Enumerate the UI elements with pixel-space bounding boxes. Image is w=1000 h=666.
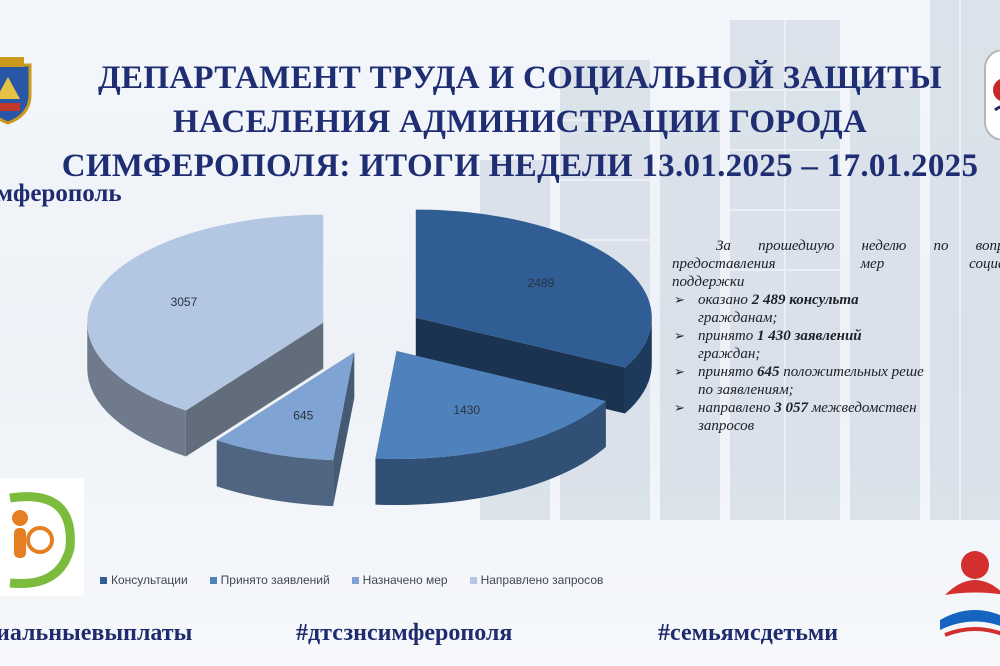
pie-slice-rim	[216, 440, 334, 507]
summary-item: ➢ оказано 2 489 консульта гражданам;	[672, 291, 1000, 327]
legend-label: Принято заявлений	[220, 573, 330, 587]
hashtag-department: #дтсзнсимферополя	[296, 620, 513, 646]
summary-item: ➢ принято 645 положительных реше по заяв…	[672, 363, 1000, 399]
pie-slice-top	[415, 209, 652, 368]
legend-swatch	[209, 576, 217, 584]
item-number: 645	[757, 364, 780, 380]
pie-slice-2: 645	[216, 352, 355, 507]
legend-label: Направлено запросов	[480, 573, 604, 587]
legend-item-applications: Принято заявлений	[209, 573, 330, 587]
hashtag-payments: иальныевыплаты	[0, 620, 193, 646]
title-line-1: ДЕПАРТАМЕНТ ТРУДА И СОЦИАЛЬНОЙ ЗАЩИТЫ	[98, 60, 942, 96]
family-logo-icon	[0, 478, 84, 596]
legend-item-measures: Назначено мер	[351, 573, 448, 587]
pie-data-label: 645	[293, 408, 313, 422]
item-text: оказано	[698, 292, 752, 308]
pie-data-label: 3057	[171, 295, 198, 309]
item-text: принято	[698, 364, 757, 380]
legend-item-requests: Направлено запросов	[469, 573, 604, 587]
pie-slice-1: 1430	[375, 351, 606, 506]
summary-item: ➢ принято 1 430 заявлений граждан;	[672, 327, 1000, 363]
item-text: гражданам;	[698, 310, 778, 326]
item-text: направлено	[698, 400, 775, 416]
item-number: 1 430	[757, 328, 791, 344]
hashtag-footer: иальныевыплаты #дтсзнсимферополя #семьям…	[0, 620, 1000, 656]
pie-slice-0: 2489	[415, 209, 652, 414]
item-text: принято	[698, 328, 757, 344]
arrow-bullet-icon: ➢	[674, 364, 685, 379]
legend-swatch	[351, 576, 359, 584]
coat-of-arms-icon	[0, 57, 32, 125]
department-emblem-icon	[984, 50, 1000, 140]
item-text: запросов	[698, 418, 755, 434]
item-text: положительных реше	[779, 364, 924, 380]
pie-slice-rim	[375, 401, 606, 506]
legend-swatch	[100, 576, 107, 584]
arrow-bullet-icon: ➢	[674, 292, 685, 307]
city-label: мферополь	[0, 180, 122, 207]
chart-legend: Консультации Принято заявлений Назначено…	[100, 573, 603, 587]
legend-label: Консультации	[111, 573, 188, 587]
item-text: по заявлениям;	[698, 382, 794, 398]
arrow-bullet-icon: ➢	[674, 400, 685, 415]
legend-swatch	[469, 576, 477, 584]
pie-slice-rim	[624, 317, 652, 414]
item-text: заявлений	[790, 328, 862, 344]
legend-label: Назначено мер	[362, 573, 448, 587]
summary-list: ➢ оказано 2 489 консульта гражданам; ➢ п…	[672, 291, 1000, 435]
title-line-3: СИМФЕРОПОЛЯ: ИТОГИ НЕДЕЛИ 13.01.2025 – 1…	[61, 148, 979, 184]
weekly-summary: За прошедшую неделю по вопро предоставле…	[672, 237, 1000, 435]
item-text: консульта	[785, 292, 859, 308]
summary-item: ➢ направлено 3 057 межведомствен запросо…	[672, 399, 1000, 435]
summary-intro-line-1: За прошедшую неделю по вопро	[716, 238, 1000, 254]
item-number: 3 057	[774, 400, 808, 416]
pie-slice-3: 3057	[87, 214, 324, 457]
pie-slice-rim	[87, 322, 186, 457]
pie-slice-top	[375, 351, 606, 460]
title-line-2: НАСЕЛЕНИЯ АДМИНИСТРАЦИИ ГОРОДА	[172, 104, 868, 140]
pie-slice-wall	[185, 322, 324, 457]
pie-slice-top	[216, 352, 355, 461]
hashtag-families: #семьямсдетьми	[658, 620, 839, 646]
pie-data-label: 1430	[453, 403, 480, 417]
pie-slice-top	[87, 214, 324, 411]
summary-intro-line-2: предоставления мер социал	[672, 256, 1000, 272]
item-number: 2 489	[751, 292, 786, 308]
arrow-bullet-icon: ➢	[674, 328, 685, 343]
pie-slice-wall	[415, 317, 625, 414]
legend-item-consultations: Консультации	[100, 573, 188, 587]
pie-data-label: 2489	[528, 276, 555, 290]
page-title: ДЕПАРТАМЕНТ ТРУДА И СОЦИАЛЬНОЙ ЗАЩИТЫ НА…	[0, 56, 1000, 188]
item-text: граждан;	[698, 346, 761, 362]
summary-intro-line-3: поддержки	[672, 274, 745, 290]
item-text: межведомствен	[807, 400, 917, 416]
